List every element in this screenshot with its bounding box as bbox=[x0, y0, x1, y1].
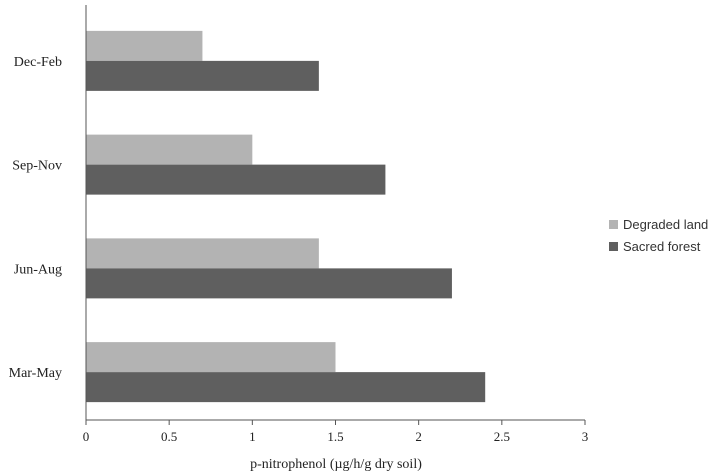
category-label: Jun-Aug bbox=[14, 262, 62, 277]
bar-sep-nov-degraded-land bbox=[86, 134, 253, 165]
bars-group bbox=[86, 30, 486, 403]
x-tick-label: 0.5 bbox=[161, 429, 177, 444]
x-tick-label: 1 bbox=[249, 429, 256, 444]
bar-jun-aug-sacred-forest bbox=[86, 268, 452, 299]
legend-label: Sacred forest bbox=[623, 239, 701, 254]
legend-label: Degraded land bbox=[623, 217, 708, 232]
x-ticks-group: 0 0.5 1 1.5 2 2.5 3 bbox=[83, 420, 589, 444]
legend-swatch-degraded-land bbox=[609, 220, 618, 229]
bar-dec-feb-degraded-land bbox=[86, 30, 203, 61]
bar-mar-may-degraded-land bbox=[86, 342, 336, 373]
legend: Degraded land Sacred forest bbox=[609, 217, 708, 254]
x-tick-label: 1.5 bbox=[327, 429, 343, 444]
legend-swatch-sacred-forest bbox=[609, 242, 618, 251]
x-axis-title: p-nitrophenol (µg/h/g dry soil) bbox=[250, 457, 422, 472]
x-tick-label: 0 bbox=[83, 429, 90, 444]
category-labels-group: Dec-Feb Sep-Nov Jun-Aug Mar-May bbox=[9, 55, 62, 381]
category-label: Sep-Nov bbox=[12, 159, 62, 174]
category-label: Dec-Feb bbox=[14, 55, 62, 70]
x-tick-label: 3 bbox=[582, 429, 589, 444]
x-tick-label: 2.5 bbox=[494, 429, 510, 444]
category-label: Mar-May bbox=[9, 366, 62, 381]
bar-sep-nov-sacred-forest bbox=[86, 164, 386, 195]
bar-jun-aug-degraded-land bbox=[86, 238, 319, 269]
bar-dec-feb-sacred-forest bbox=[86, 60, 319, 91]
bar-mar-may-sacred-forest bbox=[86, 372, 486, 403]
x-tick-label: 2 bbox=[415, 429, 422, 444]
